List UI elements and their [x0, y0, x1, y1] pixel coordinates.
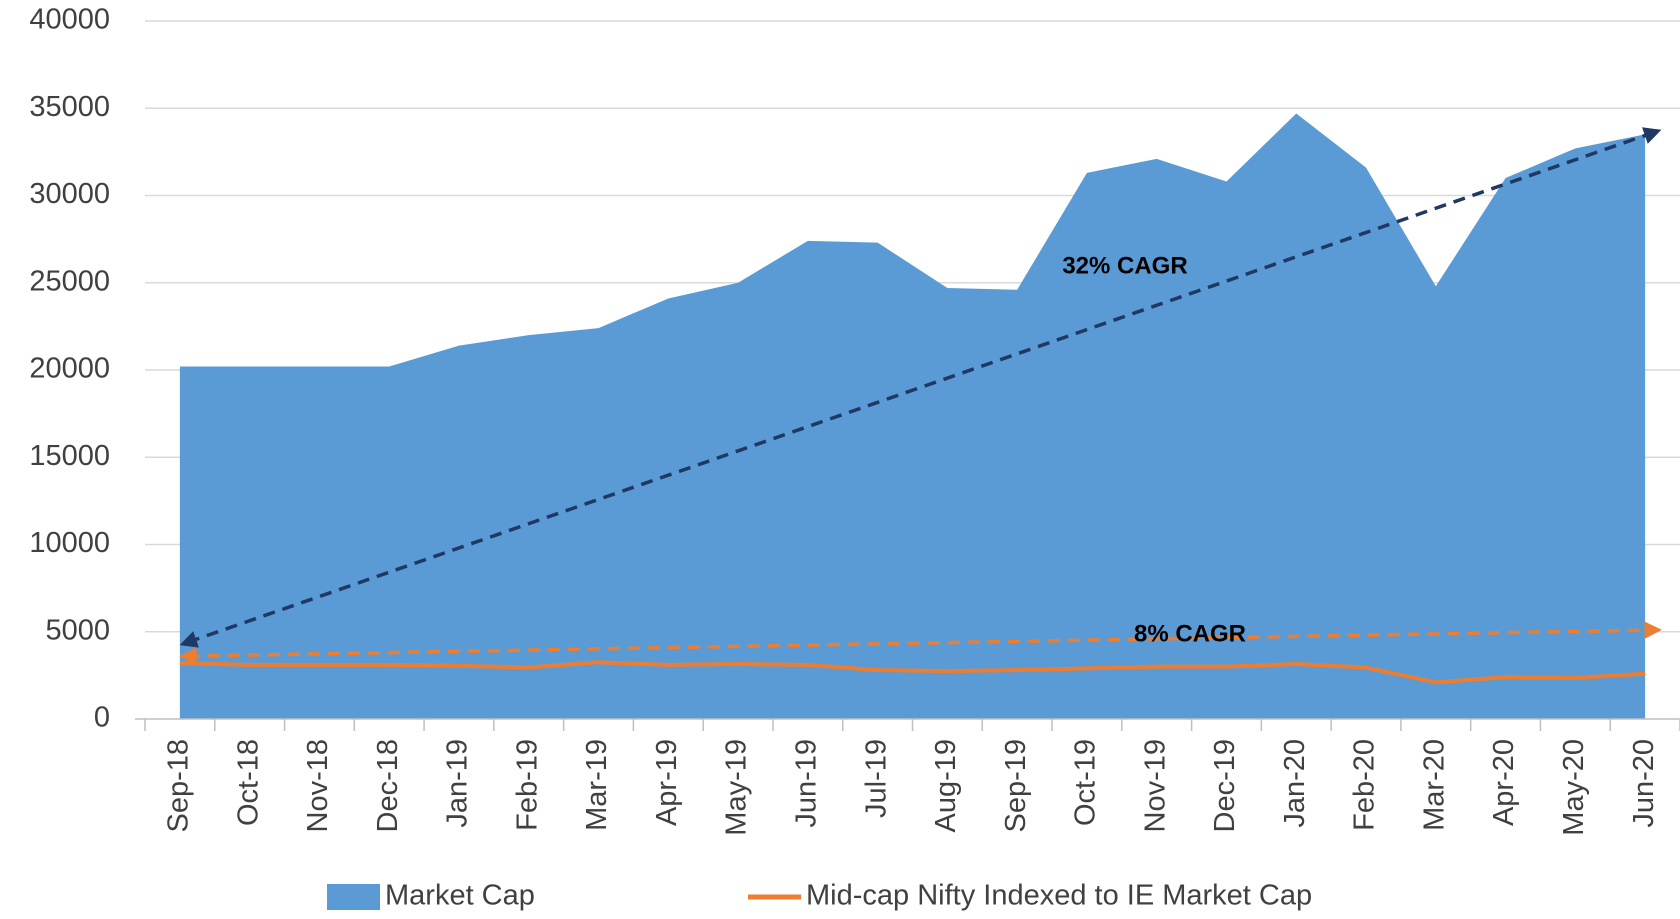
- y-tick-label: 35000: [29, 91, 110, 123]
- x-tick-label: Nov-18: [302, 739, 334, 833]
- x-tick-label: May-19: [721, 739, 753, 836]
- y-tick-label: 0: [94, 702, 110, 734]
- x-tick-label: Feb-19: [511, 739, 543, 831]
- x-tick-label: Mar-19: [581, 739, 613, 831]
- cagr-label: 8% CAGR: [1134, 620, 1246, 647]
- y-tick-label: 25000: [29, 265, 110, 297]
- y-tick-label: 30000: [29, 178, 110, 210]
- x-tick-label: Oct-19: [1070, 739, 1102, 826]
- legend-label: Market Cap: [385, 880, 535, 912]
- x-tick-label: May-20: [1558, 739, 1590, 836]
- legend-label: Mid-cap Nifty Indexed to IE Market Cap: [806, 880, 1312, 912]
- line: [179, 660, 1646, 685]
- x-tick-label: Oct-18: [232, 739, 264, 826]
- y-tick-label: 5000: [45, 614, 110, 646]
- y-tick-label: 40000: [29, 4, 110, 36]
- area: [179, 113, 1646, 720]
- x-tick-label: Feb-20: [1349, 739, 1381, 831]
- x-tick-label: Jun-20: [1628, 739, 1660, 828]
- x-tick-label: Mar-20: [1418, 739, 1450, 831]
- x-tick-label: Jun-19: [790, 739, 822, 828]
- x-tick-label: Nov-19: [1139, 739, 1171, 833]
- x-tick-label: Jan-20: [1279, 739, 1311, 828]
- x-tick-label: Apr-19: [651, 739, 683, 826]
- legend-swatch: [327, 884, 380, 910]
- x-tick-label: Sep-18: [163, 739, 195, 833]
- x-tick-label: Jul-19: [860, 739, 892, 818]
- y-tick-label: 20000: [29, 353, 110, 385]
- y-tick-label: 15000: [29, 440, 110, 472]
- x-tick-label: Dec-19: [1209, 739, 1241, 833]
- y-tick-label: 10000: [29, 527, 110, 559]
- x-tick-label: Dec-18: [372, 739, 404, 833]
- x-tick-label: Sep-19: [1000, 739, 1032, 833]
- cagr-arrow: [179, 621, 1662, 665]
- cagr-label: 32% CAGR: [1062, 252, 1187, 279]
- x-tick-label: Aug-19: [930, 739, 962, 833]
- x-tick-label: Jan-19: [442, 739, 474, 828]
- x-tick-label: Apr-20: [1488, 739, 1520, 826]
